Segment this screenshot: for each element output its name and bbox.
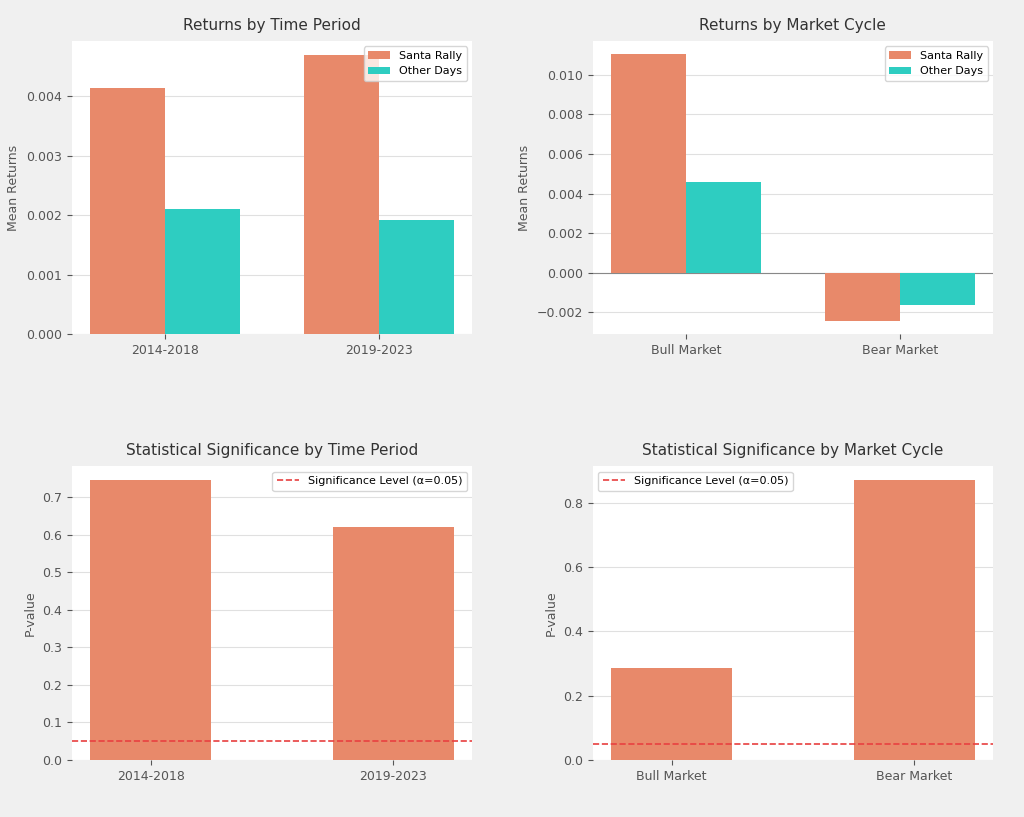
Legend: Santa Rally, Other Days: Santa Rally, Other Days <box>364 47 467 81</box>
Legend: Significance Level (α=0.05): Significance Level (α=0.05) <box>272 472 467 491</box>
Y-axis label: P-value: P-value <box>24 590 37 636</box>
Significance Level (α=0.05) <box>666 739 678 748</box>
Bar <box>825 273 900 321</box>
Bar <box>610 667 732 760</box>
Significance Level (α=0.05) <box>387 736 399 746</box>
Bar <box>165 209 240 334</box>
Bar <box>304 55 379 334</box>
Y-axis label: P-value: P-value <box>545 590 557 636</box>
Bar <box>90 87 165 334</box>
Bar <box>854 480 975 760</box>
Significance Level (α=0.05) <box>144 736 157 746</box>
Bar <box>686 181 761 273</box>
Title: Statistical Significance by Time Period: Statistical Significance by Time Period <box>126 444 418 458</box>
Bar <box>610 54 686 273</box>
Y-axis label: Mean Returns: Mean Returns <box>7 145 20 230</box>
Title: Returns by Time Period: Returns by Time Period <box>183 18 360 33</box>
Title: Returns by Market Cycle: Returns by Market Cycle <box>699 18 887 33</box>
Legend: Significance Level (α=0.05): Significance Level (α=0.05) <box>598 472 793 491</box>
Y-axis label: Mean Returns: Mean Returns <box>518 145 530 230</box>
Bar <box>333 527 455 760</box>
Bar <box>379 220 455 334</box>
Significance Level (α=0.05) <box>908 739 921 748</box>
Title: Statistical Significance by Market Cycle: Statistical Significance by Market Cycle <box>642 444 944 458</box>
Bar <box>900 273 975 306</box>
Bar <box>90 480 211 760</box>
Legend: Santa Rally, Other Days: Santa Rally, Other Days <box>885 47 988 81</box>
